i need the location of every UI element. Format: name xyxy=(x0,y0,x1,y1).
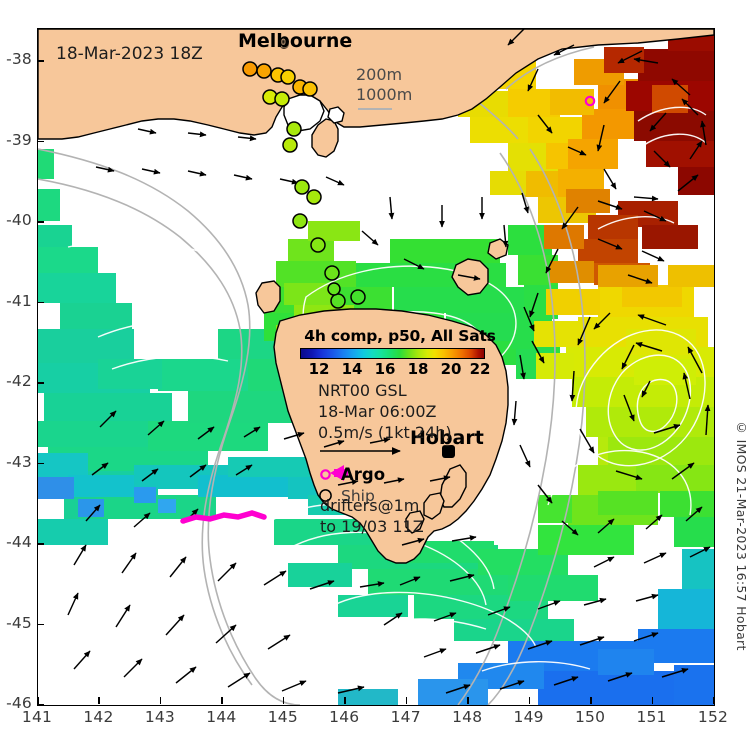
x-tick-label-150: 150 xyxy=(574,708,606,726)
colorbar-tick-18: 18 xyxy=(407,360,429,378)
x-tick-label-142: 142 xyxy=(83,708,114,726)
legend-product-label: NRT00 GSL xyxy=(318,381,407,400)
bathymetry-1000m-label: 1000m xyxy=(356,85,413,104)
y-tick-mark xyxy=(37,704,44,706)
y-tick-mark xyxy=(37,623,44,626)
x-tick-mark xyxy=(344,697,346,704)
x-tick-label-143: 143 xyxy=(144,708,175,726)
colorbar-tick-14: 14 xyxy=(341,360,363,378)
y-tick-mark xyxy=(37,221,44,223)
y-tick-mark xyxy=(37,140,44,143)
legend-drifters-label: drifters@1m xyxy=(320,496,420,515)
y-tick-label--43: -43 xyxy=(6,452,32,471)
x-tick-mark xyxy=(528,697,531,704)
x-tick-mark xyxy=(467,697,469,704)
sst-and-current-overlay xyxy=(38,29,714,705)
bathymetry-1000m-swatch xyxy=(358,108,392,110)
x-tick-mark xyxy=(37,697,39,704)
legend-key-argo: Argo xyxy=(316,464,500,485)
x-tick-label-151: 151 xyxy=(636,708,667,726)
y-tick-label--44: -44 xyxy=(6,533,32,552)
x-tick-mark xyxy=(713,697,715,704)
ship-marker-icon xyxy=(316,488,334,503)
colorbar-tick-16: 16 xyxy=(374,360,396,378)
colorbar-tick-22: 22 xyxy=(469,360,491,378)
y-tick-label--46: -46 xyxy=(6,694,32,712)
y-tick-mark xyxy=(37,543,44,545)
city-label-melbourne: Melbourne xyxy=(238,30,353,52)
colorbar-tick-20: 20 xyxy=(440,360,462,378)
map-legend: 4h comp, p50, All Sats 12 14 16 18 20 22… xyxy=(300,327,500,537)
x-tick-label-148: 148 xyxy=(452,708,483,726)
legend-vector-scale-label: 0.5m/s (1kt 24h) xyxy=(318,423,452,442)
y-tick-mark xyxy=(37,301,44,304)
x-tick-label-141: 141 xyxy=(21,708,53,726)
colorbar-tick-row: 12 14 16 18 20 22 xyxy=(300,360,491,380)
x-tick-mark xyxy=(651,697,654,704)
bathymetry-200m-label: 200m xyxy=(356,65,403,84)
x-tick-mark xyxy=(221,697,223,704)
y-tick-label--40: -40 xyxy=(6,211,32,230)
legend-drifters-block: drifters@1m to 19/03 11Z xyxy=(300,495,500,537)
y-tick-label--45: -45 xyxy=(6,613,32,632)
melbourne-city-dot xyxy=(279,39,289,49)
datestamp-label: 18-Mar-2023 18Z xyxy=(56,44,203,64)
x-tick-mark xyxy=(159,697,162,704)
map-plot-area[interactable]: Melbourne Hobart 18-Mar-2023 18Z 200m 10… xyxy=(37,28,715,706)
copyright-label: © IMOS 21-Mar-2023 16:57 Hobart xyxy=(734,420,749,651)
legend-argo-label: Argo xyxy=(341,465,386,484)
legend-title: 4h comp, p50, All Sats xyxy=(304,327,496,345)
x-tick-label-144: 144 xyxy=(206,708,237,726)
legend-analysis-time-label: 18-Mar 06:00Z xyxy=(318,402,437,421)
x-tick-mark xyxy=(405,697,408,704)
y-tick-label--38: -38 xyxy=(6,50,32,69)
city-label-hobart: Hobart xyxy=(410,427,484,449)
y-tick-label--41: -41 xyxy=(6,291,32,310)
legend-ship-label: Ship xyxy=(341,486,375,505)
legend-drifters-to-label: to 19/03 11Z xyxy=(320,517,424,536)
y-tick-mark xyxy=(37,60,44,62)
x-tick-label-145: 145 xyxy=(267,708,298,726)
x-tick-label-147: 147 xyxy=(390,708,421,726)
y-tick-label--39: -39 xyxy=(6,130,32,149)
x-tick-mark xyxy=(282,697,285,704)
argo-marker-icon xyxy=(316,468,334,481)
vector-scale-arrow xyxy=(320,447,401,455)
x-tick-label-149: 149 xyxy=(513,708,544,726)
y-tick-mark xyxy=(37,382,44,384)
x-tick-label-152: 152 xyxy=(697,708,729,726)
y-tick-label--42: -42 xyxy=(6,372,32,391)
colorbar-tick-12: 12 xyxy=(308,360,330,378)
x-tick-label-146: 146 xyxy=(329,708,360,726)
legend-key-ship: Ship xyxy=(316,485,500,506)
x-tick-mark xyxy=(590,697,592,704)
hobart-city-dot xyxy=(442,445,455,458)
y-tick-mark xyxy=(37,462,44,465)
x-tick-mark xyxy=(98,697,100,704)
sst-colorbar xyxy=(300,348,485,359)
